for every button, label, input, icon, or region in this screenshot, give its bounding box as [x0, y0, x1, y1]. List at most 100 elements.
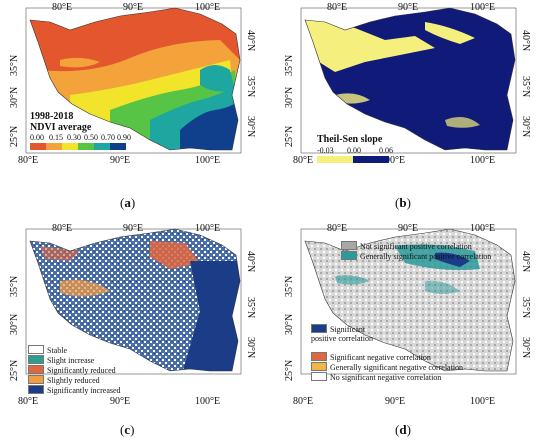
lon-label-bottom: 90°E	[110, 155, 131, 166]
legend-tick: 0.30	[67, 133, 81, 142]
lat-label-right: 40°N	[520, 251, 531, 273]
slope-raster	[305, 8, 515, 150]
lat-label-left: 25°N	[284, 125, 295, 147]
plateau-outline	[29, 228, 241, 372]
legend-swatch	[341, 241, 357, 250]
lon-label-bottom: 80°E	[18, 155, 39, 166]
panel-caption: (a)	[120, 195, 136, 210]
lat-label-right: 35°N	[520, 76, 531, 98]
legend-swatch	[311, 372, 327, 381]
lon-label-top: 100°E	[195, 2, 221, 13]
legend-item: Significantly reduced	[28, 365, 116, 375]
legend-item: Not significant positive correlation	[341, 241, 472, 251]
panel-b: 80°E 90°E 100°E 80°E 90°E 100°E 35°N 30°…	[275, 0, 550, 221]
lat-label-right: 30°N	[520, 116, 531, 138]
map-b	[300, 7, 517, 154]
legend-swatch	[94, 143, 110, 150]
lat-label-left: 30°N	[9, 313, 20, 335]
lon-label-top: 80°E	[327, 223, 348, 234]
lat-label-left: 30°N	[9, 86, 20, 108]
legend-swatch	[28, 385, 44, 394]
lon-label-top: 90°E	[123, 223, 144, 234]
lon-label-top: 80°E	[52, 2, 73, 13]
legend-title: Theil-Sen slope	[317, 134, 383, 145]
lat-label-left: 35°N	[284, 54, 295, 76]
map-a	[25, 7, 242, 154]
lat-label-left: 35°N	[9, 275, 20, 297]
lat-label-right: 40°N	[520, 30, 531, 52]
legend-swatch	[28, 355, 44, 364]
panel-caption: (d)	[395, 422, 411, 437]
lon-label-top: 80°E	[327, 2, 348, 13]
lon-label-bottom: 90°E	[385, 396, 406, 407]
legend-swatch	[30, 143, 46, 150]
legend-swatch	[28, 345, 44, 354]
lat-label-right: 35°N	[520, 297, 531, 319]
lon-label-bottom: 100°E	[195, 155, 221, 166]
lon-label-bottom: 80°E	[293, 155, 314, 166]
lat-label-left: 35°N	[9, 54, 20, 76]
lon-label-top: 90°E	[398, 2, 419, 13]
lon-label-top: 100°E	[195, 223, 221, 234]
lat-label-right: 40°N	[245, 251, 256, 273]
panel-a: 80°E 90°E 100°E 80°E 90°E 100°E 35°N 30°…	[0, 0, 275, 221]
lat-label-left: 35°N	[284, 275, 295, 297]
legend-swatch	[28, 375, 44, 384]
panel-c: 80°E 90°E 100°E 80°E 90°E 100°E 35°N 30°…	[0, 221, 275, 442]
legend-tick: 0.50	[84, 133, 98, 142]
legend-tick: 0.00	[30, 133, 44, 142]
plateau-outline	[29, 7, 241, 151]
legend-item: Generally significant positive correlati…	[341, 251, 491, 261]
legend-item: Slightly reduced	[28, 375, 100, 385]
lon-label-bottom: 90°E	[385, 155, 406, 166]
legend-tick: 0.06	[379, 146, 393, 155]
lon-label-top: 100°E	[470, 223, 496, 234]
legend-swatch	[311, 352, 327, 361]
lat-label-left: 25°N	[9, 125, 20, 147]
lon-label-top: 80°E	[52, 223, 73, 234]
legend-swatch	[317, 156, 353, 163]
legend-item: Stable	[28, 345, 67, 355]
map-c	[25, 228, 242, 375]
legend-item: Generally significant negative correlati…	[311, 362, 463, 372]
lon-label-bottom: 100°E	[470, 396, 496, 407]
lat-label-left: 25°N	[9, 359, 20, 381]
panel-caption: (c)	[120, 422, 135, 437]
plateau-outline	[304, 7, 516, 151]
legend-swatch	[46, 143, 62, 150]
legend-swatch	[311, 362, 327, 371]
legend-tick: 0.70	[101, 133, 115, 142]
legend-item: Significantly increased	[28, 385, 121, 395]
legend-swatch	[62, 143, 78, 150]
legend-swatch	[311, 324, 327, 333]
legend-tick: -0.03	[317, 146, 334, 155]
lat-label-right: 35°N	[245, 297, 256, 319]
legend-tick: 0.90	[117, 133, 131, 142]
lat-label-left: 30°N	[284, 86, 295, 108]
panel-caption: (b)	[395, 195, 411, 210]
legend-swatch	[78, 143, 94, 150]
legend-swatch	[341, 251, 357, 260]
plateau-outline	[304, 228, 516, 372]
legend-tick: 0.15	[49, 133, 63, 142]
panel-d: 80°E 90°E 100°E 80°E 90°E 100°E 35°N 30°…	[275, 221, 550, 442]
lon-label-bottom: 80°E	[293, 396, 314, 407]
lon-label-bottom: 100°E	[470, 155, 496, 166]
lon-label-bottom: 100°E	[195, 396, 221, 407]
lat-label-right: 30°N	[245, 116, 256, 138]
lat-label-right: 30°N	[520, 337, 531, 359]
lon-label-top: 90°E	[123, 2, 144, 13]
lon-label-top: 100°E	[470, 2, 496, 13]
legend-item: Significant positive correlation	[311, 324, 373, 343]
legend-swatch	[353, 156, 389, 163]
lat-label-right: 30°N	[245, 337, 256, 359]
legend-item: Slight increase	[28, 355, 94, 365]
lat-label-right: 35°N	[245, 76, 256, 98]
lat-label-left: 25°N	[284, 359, 295, 381]
trend-raster	[30, 229, 240, 371]
legend-title: 1998-2018	[30, 111, 74, 122]
lon-label-top: 90°E	[398, 223, 419, 234]
legend-swatch	[110, 143, 126, 150]
legend-item: Significant negative correlation	[311, 352, 431, 362]
map-d	[300, 228, 517, 375]
